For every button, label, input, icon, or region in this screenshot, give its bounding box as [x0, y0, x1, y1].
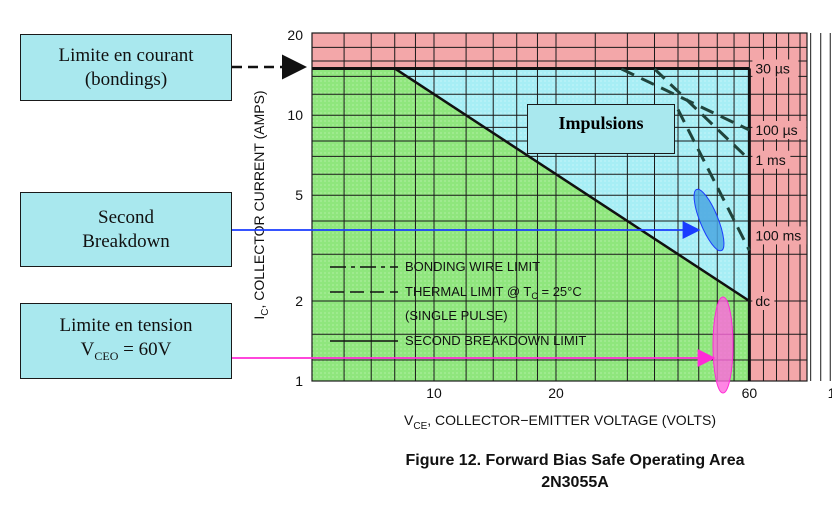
pulse-label-bg — [752, 292, 775, 310]
pulse-labels: 30 µs 100 µs 1 ms 100 ms dc — [752, 59, 807, 310]
pulse-label: 30 µs — [755, 60, 790, 76]
current-limit-callout: Limite en courant (bondings) — [20, 34, 232, 101]
legend: BONDING WIRE LIMIT THERMAL LIMIT @ TC = 2… — [330, 259, 586, 348]
pulse-limit-line — [620, 67, 751, 132]
y-tick-label: 2 — [295, 293, 303, 309]
x-tick-label: 10 — [426, 385, 442, 401]
impulsions-label: Impulsions — [527, 104, 675, 154]
pulse-label: 100 ms — [755, 227, 801, 243]
pulse-label-bg — [752, 120, 807, 139]
pulse-label: dc — [755, 293, 770, 309]
pulse-label-bg — [752, 150, 791, 169]
voltage-limit-line2: VCEO = 60V — [21, 338, 231, 368]
x-axis-label: VCE, COLLECTOR−EMITTER VOLTAGE (VOLTS) — [404, 412, 716, 432]
current-limit-line1: Limite en courant — [58, 44, 194, 66]
second-breakdown-limit-line — [394, 67, 751, 303]
vceo-value: = 60V — [118, 339, 172, 361]
pulse-label-bg — [752, 59, 799, 78]
second-breakdown-line1: Second — [98, 206, 154, 228]
x-tick-label: 100 — [828, 385, 832, 401]
second-breakdown-line2: Breakdown — [82, 230, 170, 252]
second-breakdown-callout: Second Breakdown — [20, 192, 232, 267]
voltage-limit-callout: Limite en tension VCEO = 60V — [20, 303, 232, 379]
pulse-lines — [620, 67, 751, 252]
voltage-limit-ellipse — [712, 296, 734, 394]
x-tick-label: 20 — [548, 385, 564, 401]
y-tick-label: 1 — [295, 373, 303, 389]
y-tick-label: 20 — [287, 27, 303, 43]
y-tick-label: 5 — [295, 187, 303, 203]
soa-boundaries — [312, 66, 751, 381]
y-tick-labels: 1 2 5 10 20 — [287, 27, 303, 389]
vceo-subscript: CEO — [94, 348, 119, 363]
plot-frame — [311, 32, 808, 382]
dc-safe-region — [312, 68, 750, 381]
legend-label: THERMAL LIMIT @ TC = 25°C — [405, 284, 582, 301]
second-breakdown-ellipse — [693, 188, 725, 252]
pulse-label: 100 µs — [755, 122, 797, 138]
vceo-symbol: V — [80, 339, 95, 361]
y-axis-label: IC, COLLECTOR CURRENT (AMPS) — [251, 90, 271, 319]
x-tick-label: 60 — [742, 385, 758, 401]
voltage-limit-line1: Limite en tension — [59, 315, 193, 337]
figure-subtitle: 2N3055A — [541, 474, 609, 491]
legend-label: BONDING WIRE LIMIT — [405, 259, 540, 274]
pulse-label-bg — [752, 226, 807, 245]
pulse-limit-line — [676, 108, 751, 252]
current-limit-line2: (bondings) — [84, 68, 168, 90]
legend-label: (SINGLE PULSE) — [405, 308, 508, 323]
y-tick-label: 10 — [287, 107, 303, 123]
x-tick-labels: 10 20 60 100 — [426, 385, 832, 401]
figure-title: Figure 12. Forward Bias Safe Operating A… — [405, 452, 745, 469]
legend-label: SECOND BREAKDOWN LIMIT — [405, 333, 586, 348]
pulse-label: 1 ms — [755, 152, 785, 168]
